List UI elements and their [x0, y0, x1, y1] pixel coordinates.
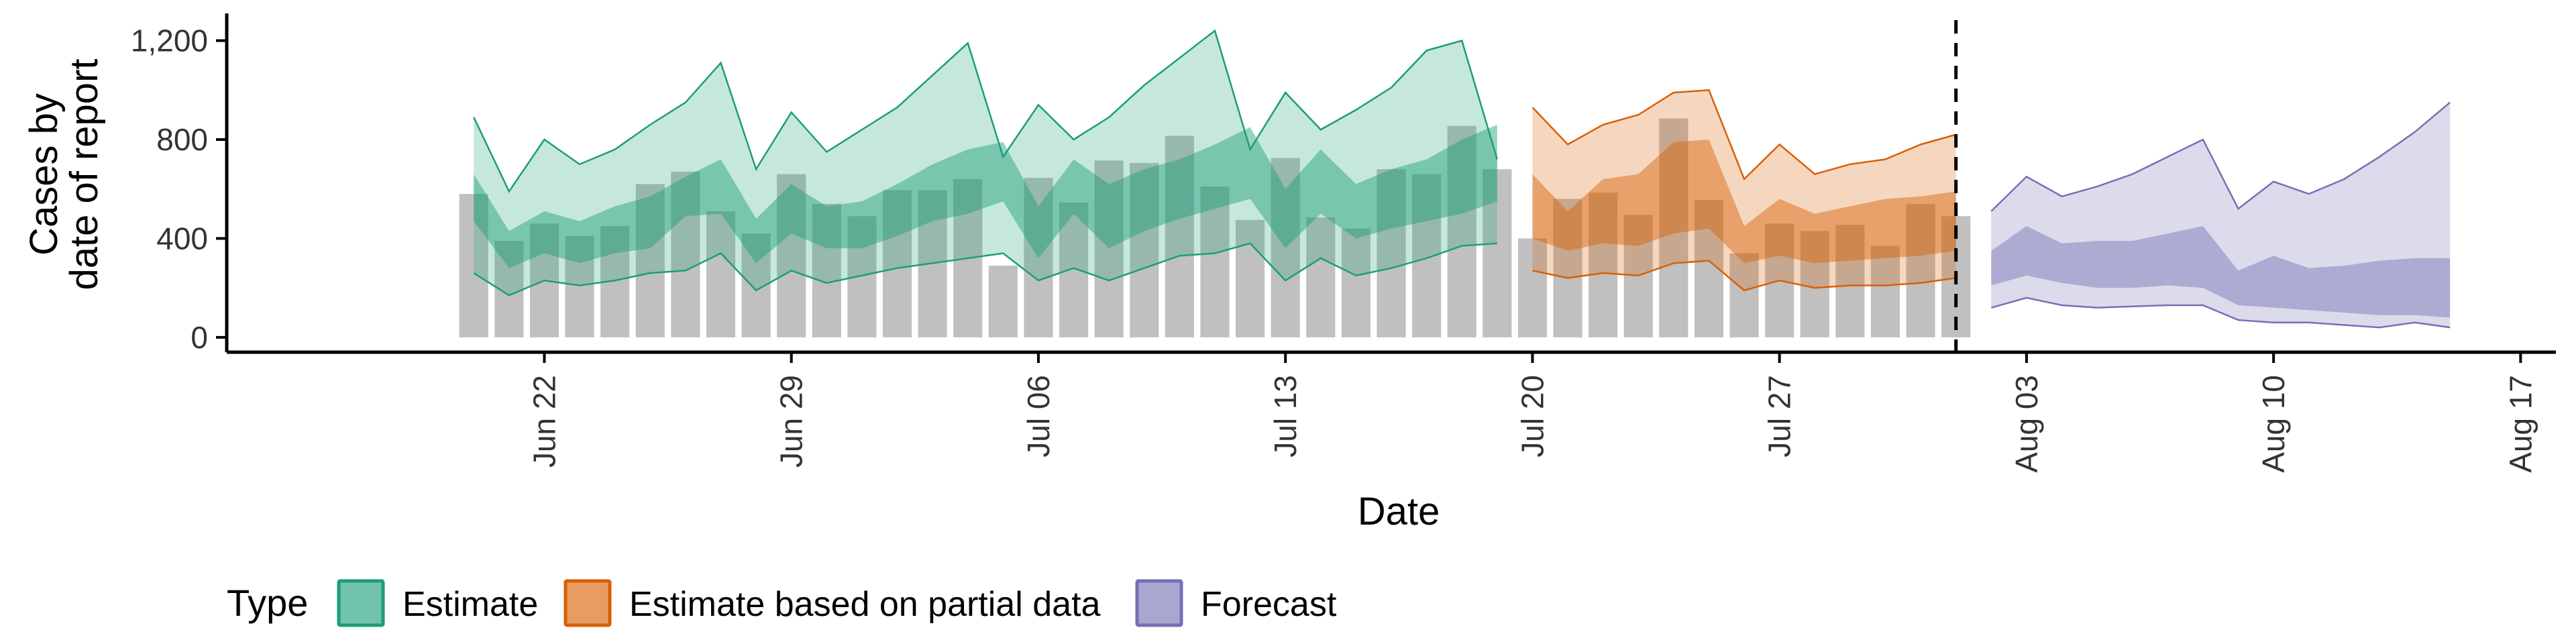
case-bar	[1306, 217, 1336, 337]
case-bar	[1200, 186, 1230, 337]
band-50-estimate-based-on-partial-data	[1532, 139, 1956, 264]
band-50-estimate	[474, 124, 1497, 268]
y-tick-label: 1,200	[131, 23, 208, 58]
x-tick-label: Jul 20	[1515, 375, 1550, 458]
case-bar	[706, 211, 736, 337]
x-tick-label: Jul 13	[1268, 375, 1303, 458]
case-bar	[1800, 231, 1829, 337]
case-bar	[1483, 169, 1512, 337]
band-upper-line-forecast	[1990, 101, 2451, 212]
case-bar	[1517, 238, 1547, 337]
legend: Type Estimate Estimate based on partial …	[227, 579, 1337, 627]
case-bar	[988, 265, 1018, 337]
case-bar	[1447, 125, 1477, 337]
bands-layer	[473, 29, 2451, 329]
band-90-estimate-based-on-partial-data	[1532, 90, 1956, 290]
legend-swatch-forecast	[1135, 579, 1183, 627]
x-axis-title: Date	[1358, 490, 1440, 533]
case-bar	[1024, 178, 1053, 337]
case-bar	[1271, 158, 1300, 337]
band-90-forecast	[1991, 102, 2451, 328]
y-tick-label: 0	[191, 320, 208, 355]
x-tick-label: Jul 27	[1762, 375, 1797, 458]
case-bar	[777, 174, 806, 337]
x-tick-label: Aug 03	[2009, 375, 2044, 473]
band-lower-line-forecast	[1990, 297, 2451, 329]
band-lower-line-estimate	[473, 242, 1497, 297]
ticks-layer: 0 400 800 1,200 Jun 22 Jun 29 Jul 06 Jul 13 Jul …	[131, 23, 2538, 473]
band-lower-line-estimate-based-on-partial-data	[1532, 260, 1956, 292]
legend-swatch-partial	[564, 579, 612, 627]
band-90-estimate	[474, 30, 1497, 296]
y-axis-title-line-1: Cases by	[22, 93, 66, 256]
case-bar	[1729, 253, 1759, 337]
case-bar	[635, 184, 665, 337]
case-bar	[459, 194, 488, 337]
y-axis-title-line-2: date of report	[62, 59, 106, 290]
case-bar	[1906, 203, 1935, 337]
legend-swatch-estimate	[337, 579, 385, 627]
x-tick-label: Jun 29	[774, 375, 809, 468]
x-tick-label: Aug 17	[2503, 375, 2538, 473]
case-bar	[1059, 202, 1089, 337]
case-bar	[1659, 118, 1688, 337]
case-bar	[1553, 199, 1582, 337]
case-bar	[1236, 219, 1265, 337]
case-bar	[1870, 246, 1900, 337]
legend-title: Type	[227, 582, 308, 624]
case-bar	[565, 235, 594, 337]
case-bar	[1412, 174, 1442, 337]
case-bar	[1094, 160, 1124, 337]
case-bar	[1341, 228, 1371, 337]
case-bar	[1165, 136, 1194, 337]
case-bar	[882, 190, 912, 337]
case-bar	[1835, 225, 1865, 337]
axes-layer	[225, 13, 2556, 354]
x-tick-label: Aug 10	[2256, 375, 2291, 473]
band-upper-line-estimate	[473, 29, 1499, 193]
x-tick-label: Jul 06	[1021, 375, 1056, 458]
case-bar	[1377, 169, 1406, 337]
legend-label-estimate: Estimate	[402, 585, 538, 624]
legend-label-partial: Estimate based on partial data	[629, 585, 1101, 624]
case-bar	[1589, 193, 1618, 337]
case-bar	[1130, 163, 1159, 337]
band-upper-line-estimate-based-on-partial-data	[1532, 89, 1957, 181]
band-50-forecast	[1991, 226, 2451, 318]
y-tick-label: 800	[156, 122, 208, 157]
case-bar	[671, 171, 700, 337]
case-bar	[812, 203, 841, 337]
y-tick-label: 400	[156, 221, 208, 256]
legend-label-forecast: Forecast	[1201, 585, 1337, 624]
x-tick-label: Jun 22	[527, 375, 561, 468]
